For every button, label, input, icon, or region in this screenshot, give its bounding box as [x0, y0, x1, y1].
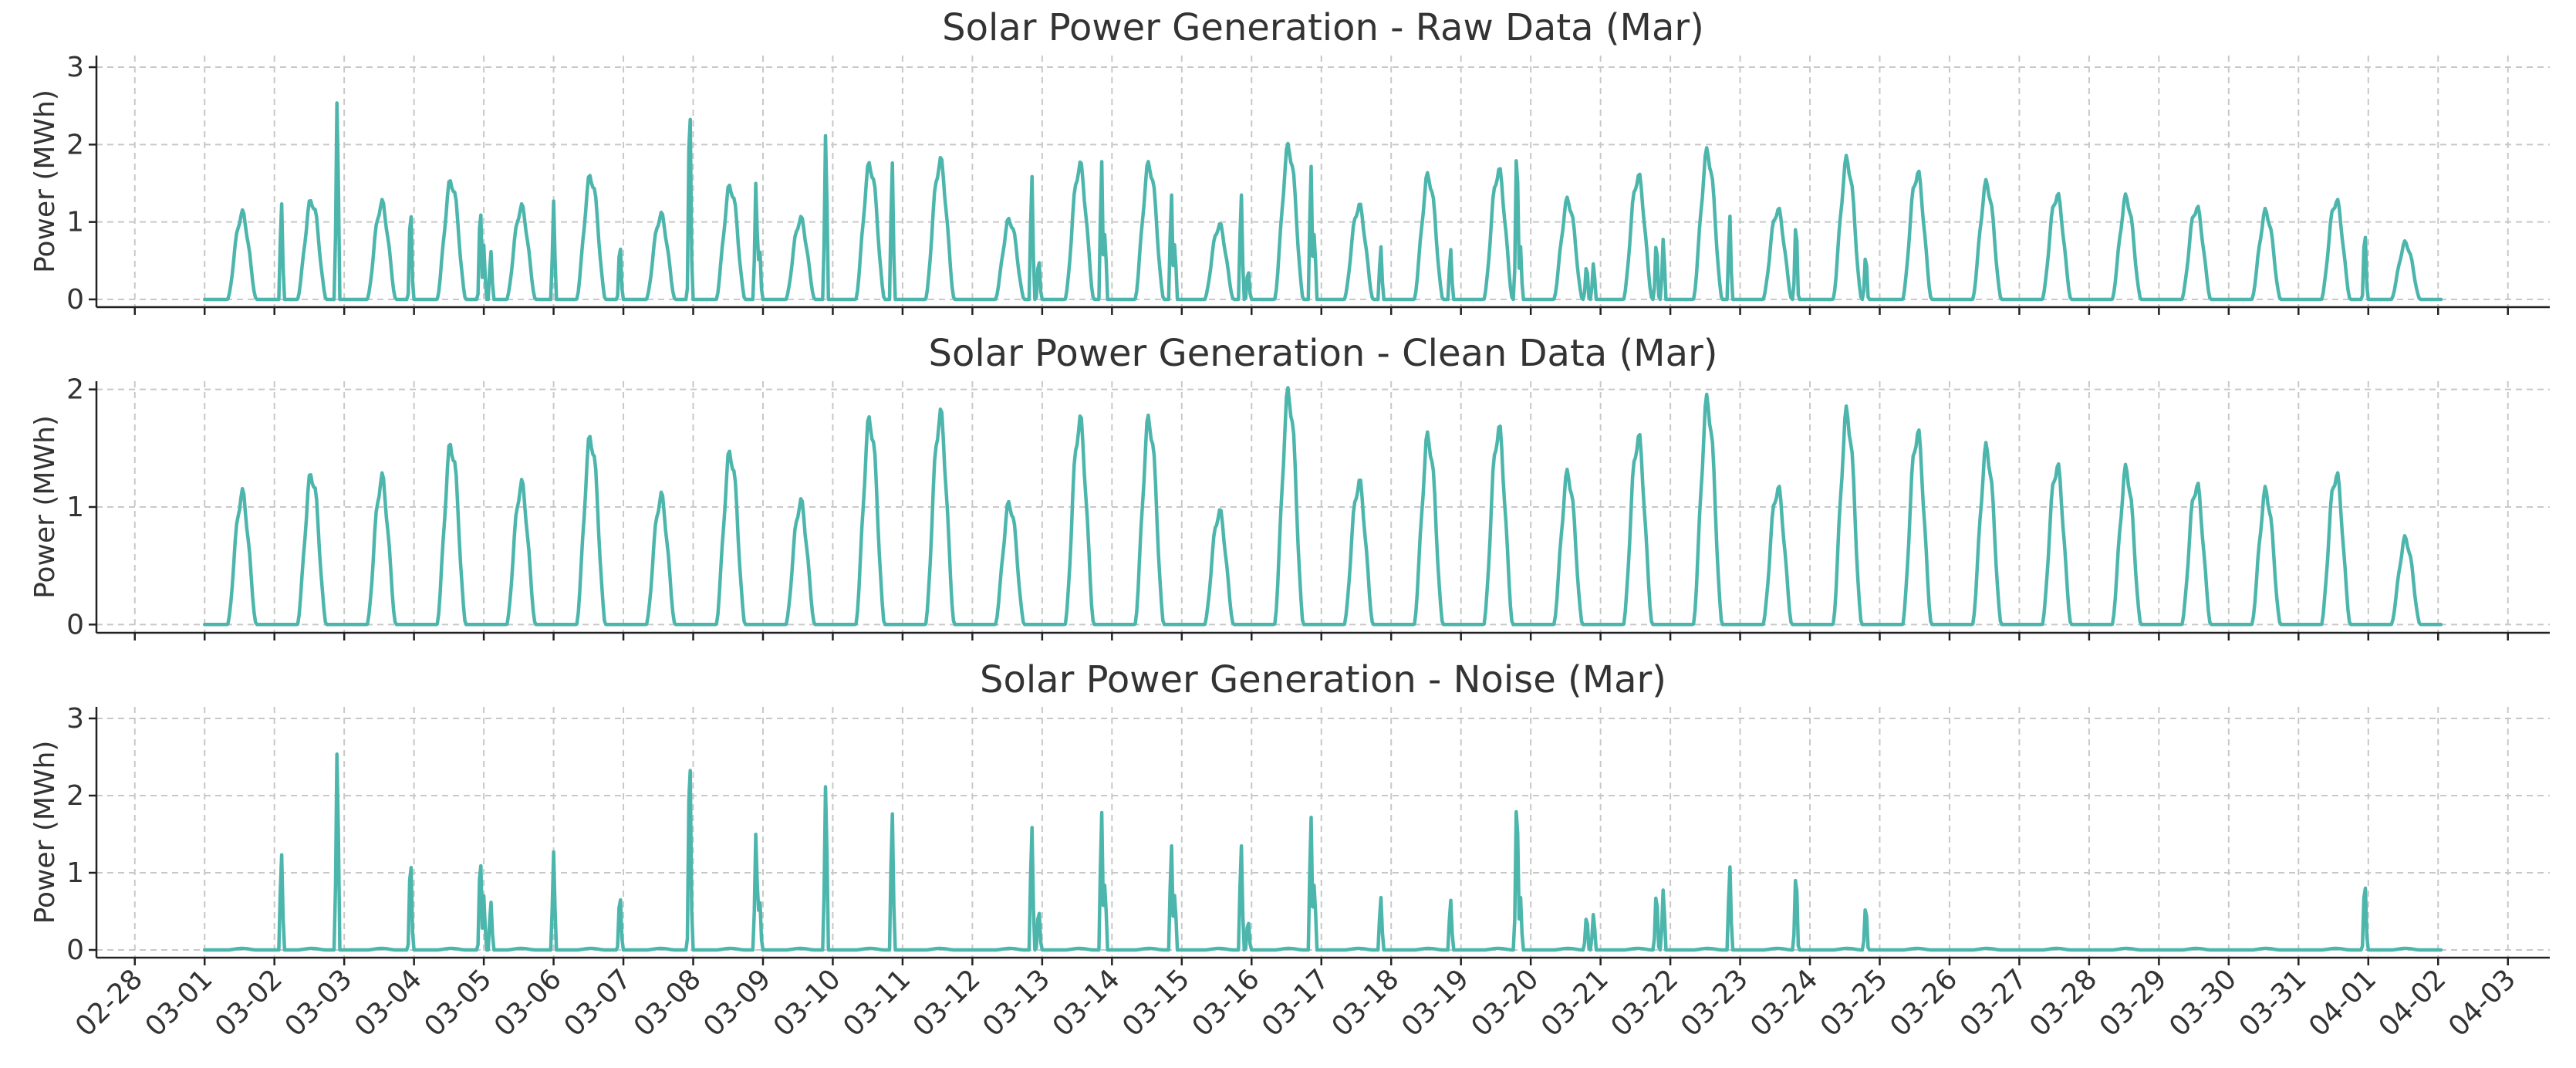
series-line-power — [202, 101, 2443, 302]
x-tick-label: 02-28 — [69, 963, 149, 1043]
chart-panel-2: Solar Power Generation - Clean Data (Mar… — [29, 332, 2550, 640]
x-tick-label: 04-03 — [2443, 963, 2522, 1043]
y-axis-label: Power (MWh) — [29, 90, 61, 273]
x-tick-label: 03-13 — [977, 963, 1056, 1043]
x-tick-label: 04-01 — [2303, 963, 2382, 1043]
x-tick-label: 04-02 — [2373, 963, 2453, 1043]
chart-panel-1: Solar Power Generation - Raw Data (Mar) P… — [29, 6, 2550, 316]
x-tick-label: 03-23 — [1675, 963, 1754, 1043]
y-tick-label: 2 — [66, 374, 84, 406]
y-tick-label: 2 — [66, 129, 84, 161]
x-tick-label: 03-22 — [1605, 963, 1684, 1043]
x-tick-label: 03-21 — [1535, 963, 1615, 1043]
y-tick-label: 1 — [66, 857, 84, 889]
x-tick-label: 03-06 — [488, 963, 568, 1043]
x-tick-label: 03-26 — [1884, 963, 1963, 1043]
x-tick-label: 03-19 — [1396, 963, 1475, 1043]
x-tick-label: 03-04 — [349, 963, 428, 1043]
y-tick-label: 3 — [66, 52, 84, 83]
y-tick-label: 0 — [66, 934, 84, 966]
x-tick-label: 03-14 — [1047, 963, 1126, 1043]
series-line-power — [202, 752, 2443, 952]
x-tick-label: 03-08 — [628, 963, 707, 1043]
y-axis-label: Power (MWh) — [29, 741, 61, 924]
x-tick-label: 03-05 — [419, 963, 498, 1043]
y-tick-label: 0 — [66, 609, 84, 640]
x-tick-label: 03-31 — [2233, 963, 2313, 1043]
x-tick-label: 03-12 — [907, 963, 987, 1043]
x-tick-label: 03-10 — [768, 963, 847, 1043]
chart-panel-3: Solar Power Generation - Noise (Mar) Powe… — [29, 658, 2550, 1043]
x-tick-label: 03-20 — [1466, 963, 1545, 1043]
y-tick-label: 1 — [66, 207, 84, 238]
x-tick-label: 03-30 — [2163, 963, 2243, 1043]
y-axis-label: Power (MWh) — [29, 415, 61, 599]
x-tick-label: 03-16 — [1187, 963, 1266, 1043]
chart-title: Solar Power Generation - Noise (Mar) — [980, 658, 1666, 701]
x-tick-label: 03-18 — [1326, 963, 1406, 1043]
x-tick-label: 03-09 — [697, 963, 777, 1043]
series-line-power — [202, 386, 2443, 627]
x-tick-label: 03-02 — [209, 963, 289, 1043]
y-tick-label: 1 — [66, 492, 84, 523]
chart-title: Solar Power Generation - Raw Data (Mar) — [942, 6, 1704, 49]
x-tick-label: 03-03 — [279, 963, 359, 1043]
y-tick-label: 0 — [66, 284, 84, 316]
y-tick-label: 2 — [66, 780, 84, 812]
x-tick-label: 03-28 — [2024, 963, 2103, 1043]
chart-title: Solar Power Generation - Clean Data (Mar… — [929, 332, 1718, 375]
x-tick-label: 03-07 — [558, 963, 637, 1043]
x-tick-label: 03-15 — [1116, 963, 1196, 1043]
x-tick-label: 03-11 — [837, 963, 917, 1043]
x-tick-label: 03-27 — [1954, 963, 2034, 1043]
x-tick-label: 03-25 — [1815, 963, 1894, 1043]
x-tick-label: 03-24 — [1744, 963, 1824, 1043]
x-tick-label: 03-01 — [140, 963, 219, 1043]
y-tick-label: 3 — [66, 703, 84, 735]
x-tick-label: 03-29 — [2094, 963, 2173, 1043]
x-tick-label: 03-17 — [1256, 963, 1335, 1043]
